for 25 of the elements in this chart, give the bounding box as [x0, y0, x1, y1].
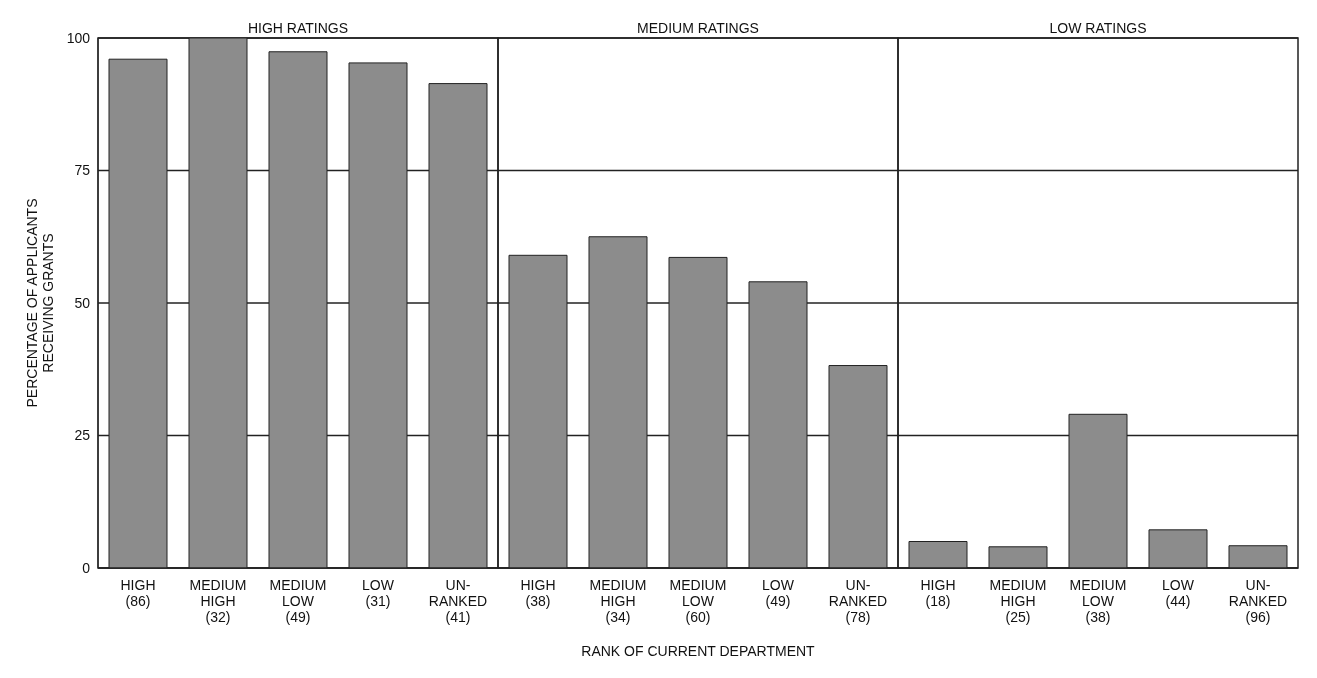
y-tick-label: 25 [74, 427, 91, 444]
text: MEDIUM RATINGS [637, 20, 759, 36]
x-tick-label: HIGH (18) [920, 577, 956, 609]
x-axis-title: RANK OF CURRENT DEPARTMENT [581, 643, 816, 659]
text: HIGH RATINGS [247, 20, 349, 36]
x-tick-label: MEDIUM LOW (60) [669, 577, 727, 625]
y-tick-label: 100 [66, 29, 91, 46]
y-tick-label: 75 [74, 162, 91, 179]
x-tick-label: UN- RANKED (41) [428, 577, 488, 625]
x-tick-label: MEDIUM LOW (49) [269, 577, 327, 625]
x-tick-label: MEDIUM HIGH (32) [189, 577, 247, 625]
x-tick-label: MEDIUM LOW (38) [1069, 577, 1127, 625]
x-tick-label: LOW (31) [362, 577, 395, 609]
text: LOW RATINGS [1049, 20, 1147, 36]
x-tick-label: HIGH (86) [120, 577, 156, 609]
x-tick-label: MEDIUM HIGH (34) [589, 577, 647, 625]
x-tick-label: MEDIUM HIGH (25) [989, 577, 1047, 625]
x-tick-label: HIGH (38) [520, 577, 556, 609]
y-axis-title: PERCENTAGE OF APPLICANTS RECEIVING GRANTS [24, 198, 56, 408]
y-tick-label: 50 [74, 294, 91, 311]
x-tick-label: LOW (49) [762, 577, 795, 609]
x-tick-label: UN- RANKED (78) [828, 577, 888, 625]
y-tick-label: 0 [82, 559, 91, 576]
x-tick-label: LOW (44) [1162, 577, 1195, 609]
x-tick-label: UN- RANKED (96) [1228, 577, 1288, 625]
